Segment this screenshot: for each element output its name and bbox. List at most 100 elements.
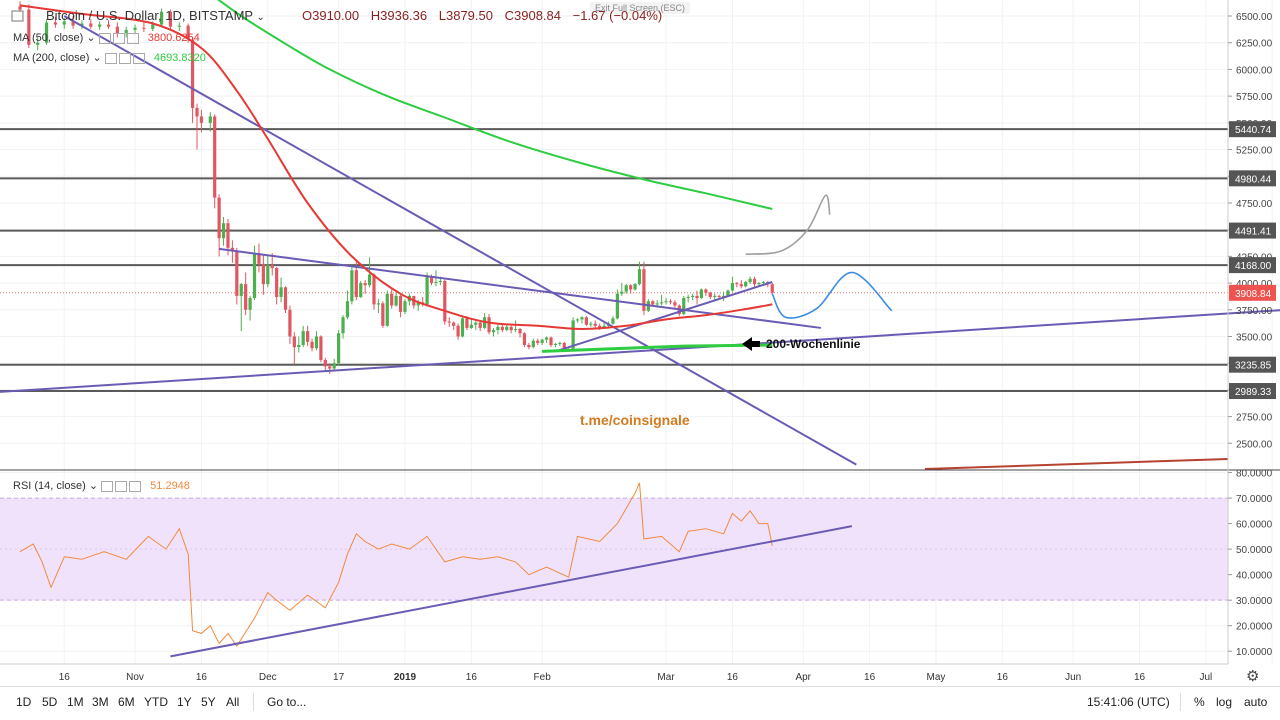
- candle-body: [186, 25, 190, 40]
- trendline: [555, 281, 773, 353]
- candle-body: [367, 274, 372, 286]
- goto-button[interactable]: Go to...: [267, 695, 307, 709]
- y-tick-label: 2500.00: [1236, 439, 1273, 450]
- rsi-legend[interactable]: RSI (14, close) ⌄ 51.2948: [13, 479, 190, 492]
- chevron-down-icon[interactable]: ⌄: [88, 480, 99, 492]
- candle-body: [385, 293, 389, 326]
- candle-body: [691, 295, 695, 297]
- rsi-tick-label: 40.0000: [1236, 571, 1273, 582]
- candle-body: [195, 107, 199, 117]
- range-3m-button[interactable]: 3M: [92, 695, 109, 709]
- candle-body: [518, 329, 522, 334]
- chart-menu-icon: [11, 10, 24, 22]
- level-badge-label: 4980.44: [1235, 174, 1272, 185]
- candle-body: [314, 336, 319, 349]
- candle-body: [708, 292, 712, 297]
- candle-body: [699, 289, 704, 299]
- candle-body: [310, 341, 314, 349]
- x-tick-label: Apr: [795, 672, 811, 683]
- candle-body: [536, 340, 540, 343]
- log-toggle[interactable]: log: [1216, 695, 1233, 709]
- close-icon[interactable]: [126, 32, 139, 44]
- range-6m-button[interactable]: 6M: [118, 695, 135, 709]
- eye-icon[interactable]: [98, 32, 111, 44]
- bottom-toolbar: 1D 5D 1M 3M 6M YTD 1Y 5Y All Go to... 15…: [0, 686, 1280, 717]
- rsi-tick-label: 10.0000: [1236, 647, 1273, 658]
- candle-body: [230, 247, 234, 252]
- range-5y-button[interactable]: 5Y: [201, 695, 216, 709]
- candle-body: [438, 280, 442, 282]
- candle-body: [460, 318, 465, 337]
- x-tick-label: Feb: [534, 672, 552, 683]
- candle-body: [416, 302, 420, 306]
- candle-body: [660, 302, 664, 304]
- candle-body: [469, 324, 473, 328]
- eye-icon[interactable]: [101, 480, 114, 492]
- candle-body: [372, 274, 376, 305]
- chevron-down-icon[interactable]: ⌄: [256, 12, 265, 23]
- x-tick-label: Nov: [126, 672, 144, 683]
- y-tick-label: 3500.00: [1236, 332, 1273, 343]
- trendline: [218, 247, 822, 329]
- candle-body: [36, 42, 40, 45]
- x-tick-label: Jul: [1200, 672, 1213, 683]
- settings-icon[interactable]: [112, 32, 125, 44]
- candle-body: [71, 21, 75, 26]
- candle-body: [531, 340, 535, 348]
- candle-body: [452, 322, 456, 326]
- eye-icon[interactable]: [104, 52, 117, 64]
- candle-body: [337, 333, 341, 364]
- candle-body: [429, 276, 434, 284]
- range-ytd-button[interactable]: YTD: [144, 695, 168, 709]
- x-tick-label: May: [927, 672, 946, 683]
- x-tick-label: 16: [59, 672, 71, 683]
- clock: 15:41:06 (UTC): [1087, 695, 1170, 709]
- exit-fullscreen-button[interactable]: Exit Full Screen (ESC): [590, 2, 691, 14]
- candle-body: [301, 331, 305, 346]
- level-badge-label: 5440.74: [1235, 125, 1272, 136]
- candle-body: [261, 263, 265, 285]
- ma50-legend[interactable]: MA (50, close) ⌄ 3800.6254: [13, 31, 200, 44]
- candle-body: [615, 293, 619, 319]
- candle-body: [730, 283, 735, 291]
- range-all-button[interactable]: All: [226, 695, 240, 709]
- ma200-legend[interactable]: MA (200, close) ⌄ 4693.8320: [13, 51, 206, 64]
- settings-icon[interactable]: [118, 52, 131, 64]
- candle-body: [279, 287, 283, 297]
- candle-body: [177, 25, 181, 27]
- candle-body: [106, 24, 111, 27]
- y-tick-label: 4750.00: [1236, 199, 1273, 210]
- x-tick-label: 16: [1134, 672, 1146, 683]
- candle-body: [208, 116, 212, 123]
- chevron-down-icon[interactable]: ⌄: [92, 52, 102, 64]
- range-1d-button[interactable]: 1D: [16, 695, 32, 709]
- range-5d-button[interactable]: 5D: [42, 695, 58, 709]
- gear-icon[interactable]: ⚙: [1246, 668, 1260, 685]
- candle-body: [248, 298, 252, 310]
- x-tick-label: 16: [727, 672, 739, 683]
- candle-body: [752, 278, 757, 285]
- auto-toggle[interactable]: auto: [1244, 695, 1268, 709]
- ohlc-readout: O3910.00 H3936.36 L3879.50 C3908.84 −1.6…: [302, 8, 670, 23]
- candle-body: [345, 301, 350, 318]
- symbol-title[interactable]: Bitcoin / U.S. Dollar, 1D, BITSTAMP ⌄: [46, 8, 265, 23]
- chevron-down-icon[interactable]: ⌄: [86, 32, 96, 44]
- range-1y-button[interactable]: 1Y: [177, 695, 192, 709]
- candle-body: [376, 303, 381, 305]
- close-icon[interactable]: [132, 52, 145, 64]
- candle-body: [668, 301, 673, 303]
- candle-body: [655, 303, 659, 305]
- chart-canvas[interactable]: 2500.002750.003000.003250.003500.003750.…: [0, 0, 1280, 686]
- close-icon[interactable]: [129, 480, 142, 492]
- range-1m-button[interactable]: 1M: [67, 695, 84, 709]
- ma50-line: [19, 4, 773, 331]
- percent-toggle[interactable]: %: [1194, 695, 1205, 709]
- candle-body: [633, 284, 637, 290]
- settings-icon[interactable]: [115, 480, 128, 492]
- ma50-label: MA (50, close): [13, 32, 84, 44]
- candle-body: [363, 283, 367, 286]
- x-tick-label: 17: [333, 672, 345, 683]
- candle-body: [664, 301, 668, 303]
- x-tick-label: 16: [997, 672, 1009, 683]
